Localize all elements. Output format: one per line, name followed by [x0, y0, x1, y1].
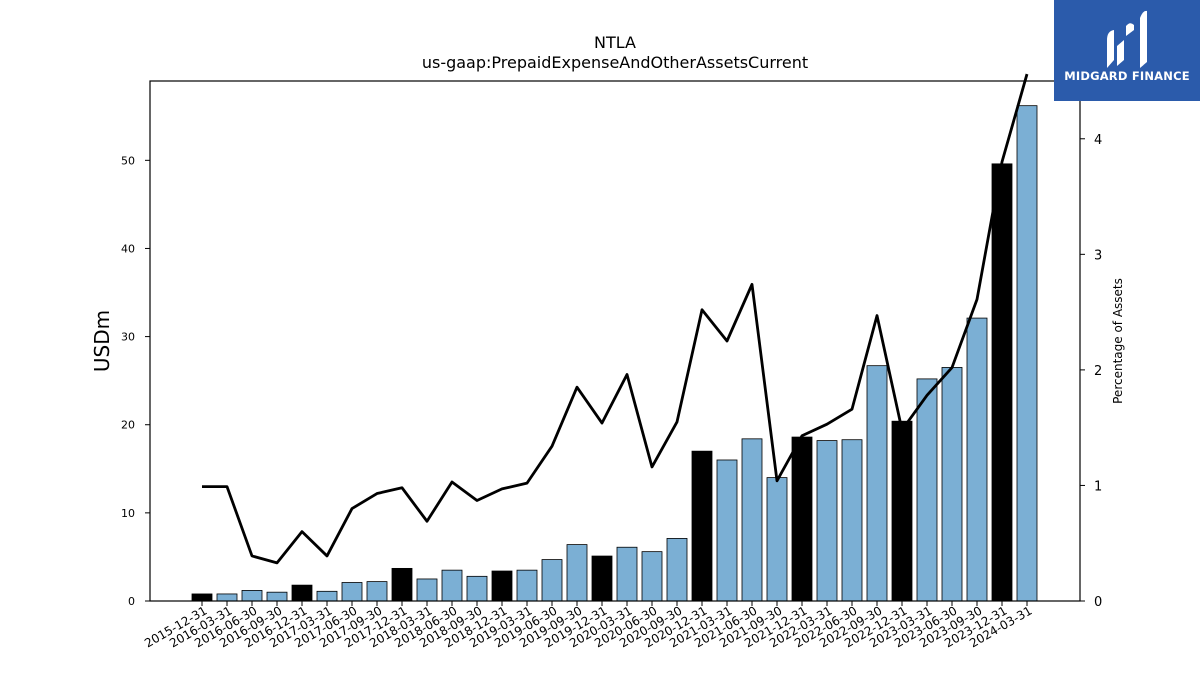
line-layer [201, 73, 1029, 565]
y-tick-label: 10 [121, 507, 135, 520]
chart-title: NTLA [594, 33, 636, 52]
bar-2023-03-31 [916, 378, 938, 602]
bar-2019-12-31 [591, 555, 613, 602]
bar-2019-09-30 [566, 544, 588, 602]
bar-2021-06-30 [741, 438, 763, 602]
bar-2016-03-31 [216, 593, 238, 602]
bar-2018-09-30 [466, 575, 488, 602]
bar-2022-09-30 [866, 365, 888, 602]
chart-subtitle: us-gaap:PrepaidExpenseAndOtherAssetsCurr… [422, 53, 808, 72]
y2-axis-label: Percentage of Assets [1111, 278, 1125, 404]
x-axis: 2015-12-312016-03-312016-06-302016-09-30… [142, 601, 1035, 650]
bars-layer [191, 105, 1038, 602]
bar-2020-03-31 [616, 546, 638, 602]
bar-2020-06-30 [641, 551, 663, 602]
bar-2015-12-31 [191, 593, 213, 602]
bar-2019-06-30 [541, 559, 563, 602]
percentage-line [202, 73, 1029, 565]
brand-logo: MIDGARD FINANCE [1054, 0, 1200, 101]
bar-2021-09-30 [766, 477, 788, 602]
bar-2023-09-30 [966, 317, 988, 602]
bar-2017-03-31 [316, 590, 338, 602]
left-y-axis: 0 10 20 30 40 50 [121, 154, 150, 608]
bar-2018-06-30 [441, 569, 463, 602]
bar-2016-09-30 [266, 591, 288, 602]
bar-2023-12-31 [991, 163, 1013, 602]
bar-2017-12-31 [391, 567, 413, 602]
bar-2020-12-31 [691, 450, 713, 602]
y2-tick-label: 3 [1094, 248, 1102, 263]
y-tick-label: 0 [128, 595, 135, 608]
logo-text: MIDGARD FINANCE [1064, 69, 1190, 83]
right-y-axis: 0 1 2 3 4 [1080, 133, 1102, 610]
y2-tick-label: 1 [1094, 479, 1102, 494]
bar-2016-06-30 [241, 590, 263, 602]
y2-tick-label: 0 [1094, 595, 1102, 610]
logo-mark-icon [1054, 0, 1200, 101]
bar-2016-12-31 [291, 584, 313, 602]
y-tick-label: 40 [121, 242, 135, 255]
y2-tick-label: 2 [1094, 364, 1102, 379]
bar-2021-12-31 [791, 436, 813, 602]
bar-2021-03-31 [716, 459, 738, 602]
bar-2020-09-30 [666, 538, 688, 602]
bar-2019-03-31 [516, 569, 538, 602]
y2-tick-label: 4 [1094, 133, 1102, 148]
bar-2022-12-31 [891, 420, 913, 602]
bar-2017-09-30 [366, 581, 388, 602]
bar-2018-03-31 [416, 578, 438, 602]
plot-frame [149, 80, 1081, 602]
y-tick-label: 50 [121, 154, 135, 167]
y-axis-label: USDm [90, 310, 114, 372]
bar-2018-12-31 [491, 570, 513, 602]
y-tick-label: 20 [121, 419, 135, 432]
bar-2022-06-30 [841, 439, 863, 602]
bar-2023-06-30 [941, 367, 963, 602]
bar-2024-03-31 [1016, 105, 1038, 602]
bar-2017-06-30 [341, 582, 363, 602]
y-tick-label: 30 [121, 331, 135, 344]
bar-2022-03-31 [816, 440, 838, 602]
